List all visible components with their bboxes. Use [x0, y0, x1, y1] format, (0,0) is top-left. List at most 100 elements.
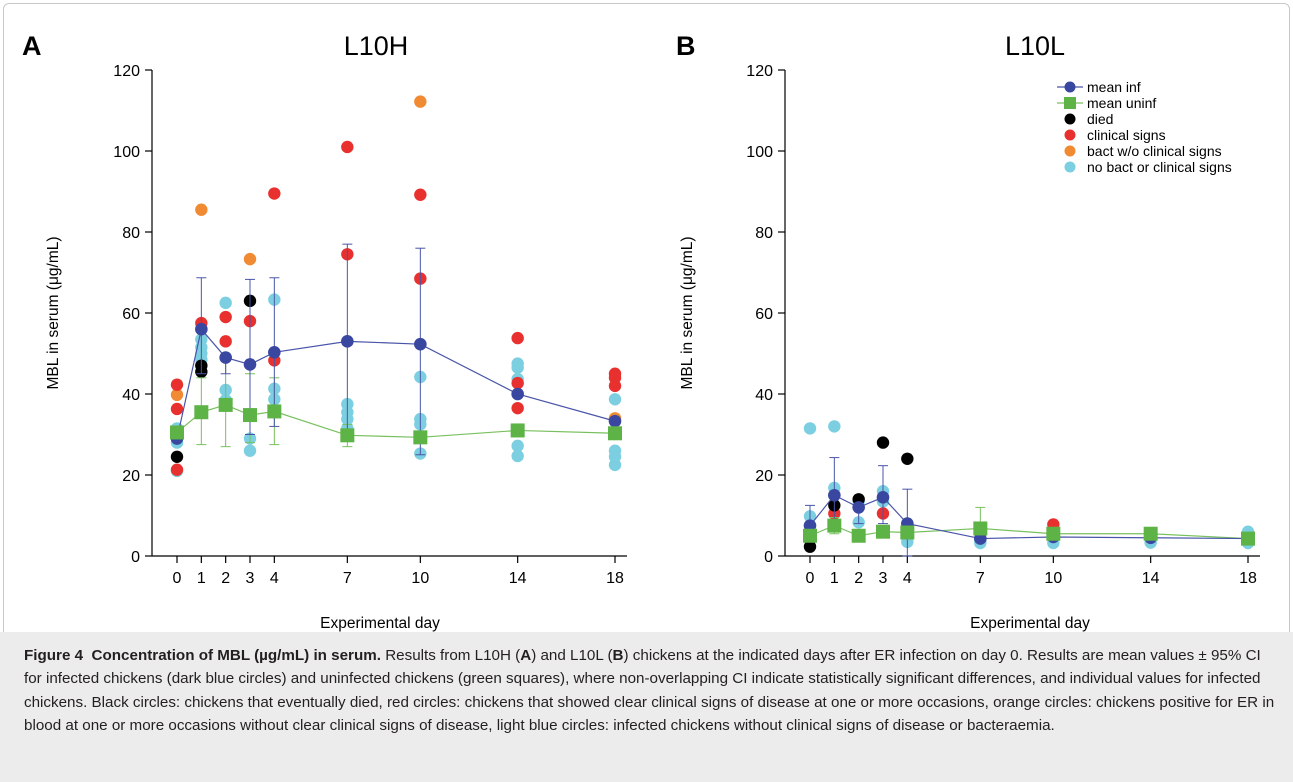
marker-mean-uninf — [803, 528, 817, 543]
marker-mean-inf — [219, 351, 232, 364]
point-clinical — [170, 402, 184, 416]
point-died — [803, 540, 817, 553]
point-clinical — [414, 188, 427, 201]
point-bact — [170, 388, 184, 402]
point-bact — [195, 203, 208, 216]
y-tick-label: 20 — [122, 468, 140, 485]
point-no-bact — [828, 420, 841, 433]
point-clinical — [219, 310, 232, 324]
y-tick-label: 40 — [122, 387, 140, 404]
marker-mean-uninf — [267, 404, 282, 419]
legend-marker-inf — [1064, 81, 1076, 93]
marker-mean-inf — [876, 490, 890, 504]
y-tick-label: 100 — [113, 144, 140, 161]
y-axis-label: MBL in serum (μg/mL) — [679, 236, 696, 389]
legend-label: no bact or clinical signs — [1087, 159, 1232, 175]
point-no-bact — [219, 296, 232, 310]
marker-mean-uninf — [170, 425, 184, 440]
marker-mean-inf — [341, 335, 354, 348]
marker-mean-uninf — [1241, 531, 1255, 546]
legend-label: mean inf — [1087, 79, 1141, 95]
marker-mean-uninf — [1046, 526, 1061, 541]
marker-mean-uninf — [1143, 526, 1158, 541]
marker-mean-uninf — [510, 423, 525, 438]
legend-label: clinical signs — [1087, 127, 1166, 143]
point-bact — [243, 252, 257, 266]
figure-caption: Figure 4 Concentration of MBL (µg/mL) in… — [24, 644, 1279, 738]
x-tick-label: 1 — [197, 570, 206, 587]
marker-mean-inf — [243, 358, 257, 371]
point-clinical — [511, 376, 524, 390]
legend-marker — [1064, 145, 1076, 157]
marker-mean-uninf — [973, 521, 988, 536]
x-tick-label: 4 — [903, 570, 912, 587]
marker-mean-inf — [195, 322, 208, 336]
point-no-bact — [243, 444, 257, 457]
legend-marker — [1064, 161, 1076, 173]
x-tick-label: 0 — [173, 570, 182, 587]
marker-mean-uninf — [218, 397, 233, 412]
y-axis-label: MBL in serum (μg/mL) — [45, 236, 62, 389]
marker-mean-inf — [828, 488, 841, 502]
legend-marker — [1064, 113, 1076, 125]
caption-panel-a: A — [520, 647, 532, 664]
y-tick-label: 120 — [113, 63, 140, 80]
marker-mean-uninf — [243, 408, 257, 423]
caption-text-1: Results from L10H ( — [380, 647, 521, 664]
x-tick-label: 0 — [806, 570, 815, 587]
point-clinical — [511, 331, 524, 345]
panel-letter: B — [676, 31, 696, 61]
point-clinical — [170, 378, 184, 391]
series-line-inf — [176, 327, 616, 439]
y-tick-label: 60 — [122, 306, 140, 323]
point-died — [170, 450, 184, 463]
legend-label: died — [1087, 111, 1113, 127]
chart-title: L10L — [1005, 31, 1065, 61]
x-axis-label: Experimental day — [970, 615, 1090, 632]
y-tick-label: 20 — [755, 468, 773, 485]
point-bact — [414, 95, 427, 108]
x-tick-label: 2 — [854, 570, 863, 587]
point-no-bact — [608, 393, 622, 406]
point-clinical — [219, 335, 232, 348]
point-no-bact — [511, 449, 524, 463]
point-clinical — [511, 401, 524, 415]
marker-mean-inf — [511, 387, 524, 401]
y-tick-label: 60 — [755, 306, 773, 323]
point-no-bact — [608, 458, 622, 472]
y-tick-label: 120 — [746, 63, 773, 80]
point-died — [901, 452, 914, 465]
marker-mean-uninf — [194, 405, 209, 420]
y-tick-label: 80 — [755, 225, 773, 242]
figure-title: Concentration of MBL (µg/mL) in serum. — [91, 647, 381, 664]
x-tick-label: 3 — [246, 570, 255, 587]
point-no-bact — [803, 422, 817, 435]
marker-mean-uninf — [608, 426, 622, 441]
x-tick-label: 10 — [1044, 570, 1062, 587]
x-tick-label: 18 — [606, 570, 624, 587]
panel-letter: A — [22, 31, 42, 61]
marker-mean-uninf — [340, 428, 355, 443]
y-tick-label: 40 — [755, 387, 773, 404]
caption-text-2: ) and L10L ( — [531, 647, 613, 664]
legend-label: bact w/o clinical signs — [1087, 143, 1222, 159]
x-tick-label: 10 — [411, 570, 429, 587]
legend-label: mean uninf — [1087, 95, 1156, 111]
y-tick-label: 0 — [764, 549, 773, 566]
marker-mean-uninf — [876, 524, 890, 539]
y-tick-label: 80 — [122, 225, 140, 242]
point-clinical — [170, 463, 184, 476]
x-tick-label: 2 — [221, 570, 230, 587]
marker-mean-inf — [414, 337, 427, 351]
marker-mean-inf — [608, 414, 622, 428]
x-tick-label: 1 — [830, 570, 839, 587]
caption-text-3: ) chickens at the indicated days after E… — [24, 647, 1275, 735]
point-clinical — [268, 187, 281, 200]
y-tick-label: 0 — [131, 549, 140, 566]
series-line-uninf — [809, 524, 1249, 540]
point-died — [876, 436, 890, 449]
y-tick-label: 100 — [746, 144, 773, 161]
